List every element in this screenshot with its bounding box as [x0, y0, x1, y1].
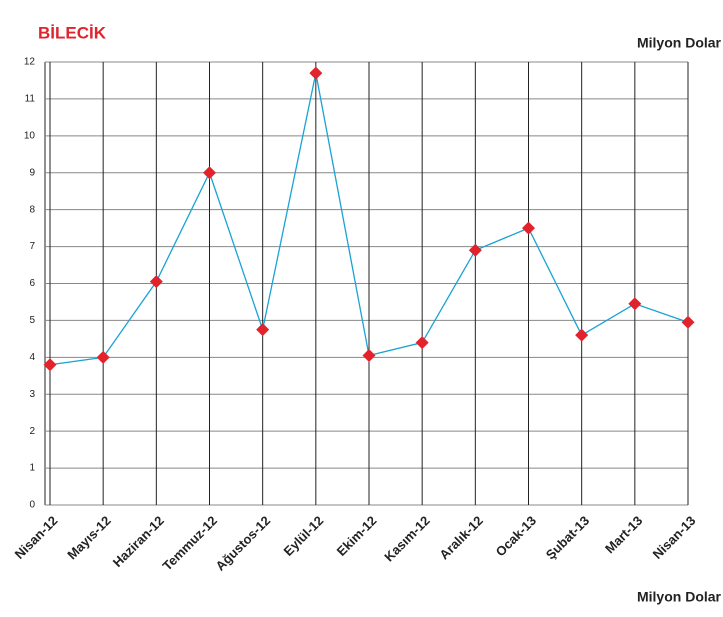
x-tick-label: Temmuz-12	[160, 513, 221, 574]
y-tick-label: 2	[29, 426, 35, 437]
point-marker	[522, 221, 535, 235]
point-marker	[309, 66, 323, 80]
x-tick-label: Mart-13	[602, 513, 645, 556]
y-tick-label: 8	[29, 204, 35, 215]
y-tick-label: 12	[24, 57, 36, 68]
point-marker	[43, 358, 57, 372]
x-tick-label: Nisan-13	[650, 513, 699, 562]
x-tick-label: Mayıs-12	[64, 513, 113, 562]
point-marker	[149, 275, 163, 289]
x-axis-label: Milyon Dolar	[637, 589, 722, 605]
x-tick-label: Ağustos-12	[213, 513, 274, 574]
y-tick-label: 10	[24, 130, 36, 141]
y-tick-label: 5	[29, 315, 35, 326]
point-marker	[362, 348, 376, 362]
y-tick-label: 4	[29, 352, 35, 363]
x-tick-label: Nisan-12	[12, 513, 61, 562]
point-marker	[203, 166, 216, 180]
x-tick-label: Eylül-12	[281, 513, 327, 559]
y-tick-label: 1	[29, 463, 35, 474]
x-tick-label: Aralık-12	[436, 513, 485, 562]
y-tick-label: 7	[29, 241, 35, 252]
y-tick-label: 9	[29, 167, 35, 178]
y-tick-label: 11	[25, 94, 36, 105]
x-tick-label: Kasım-12	[381, 513, 432, 564]
y-axis-label: Milyon Dolar	[637, 35, 722, 51]
x-tick-label: Ocak-13	[493, 513, 539, 559]
y-tick-label: 6	[29, 278, 35, 289]
point-marker	[415, 336, 429, 350]
y-tick-label: 3	[29, 389, 35, 400]
y-tick-label: 0	[29, 500, 35, 511]
point-marker	[468, 243, 482, 257]
x-tick-label: Ekim-12	[334, 513, 380, 559]
point-marker	[681, 315, 695, 329]
point-marker	[628, 297, 642, 311]
x-tick-label: Şubat-13	[543, 513, 592, 562]
point-marker	[256, 323, 270, 337]
chart-title: BİLECİK	[38, 23, 107, 42]
x-tick-label: Haziran-12	[110, 513, 167, 570]
point-marker	[96, 350, 110, 364]
point-marker	[575, 328, 589, 342]
